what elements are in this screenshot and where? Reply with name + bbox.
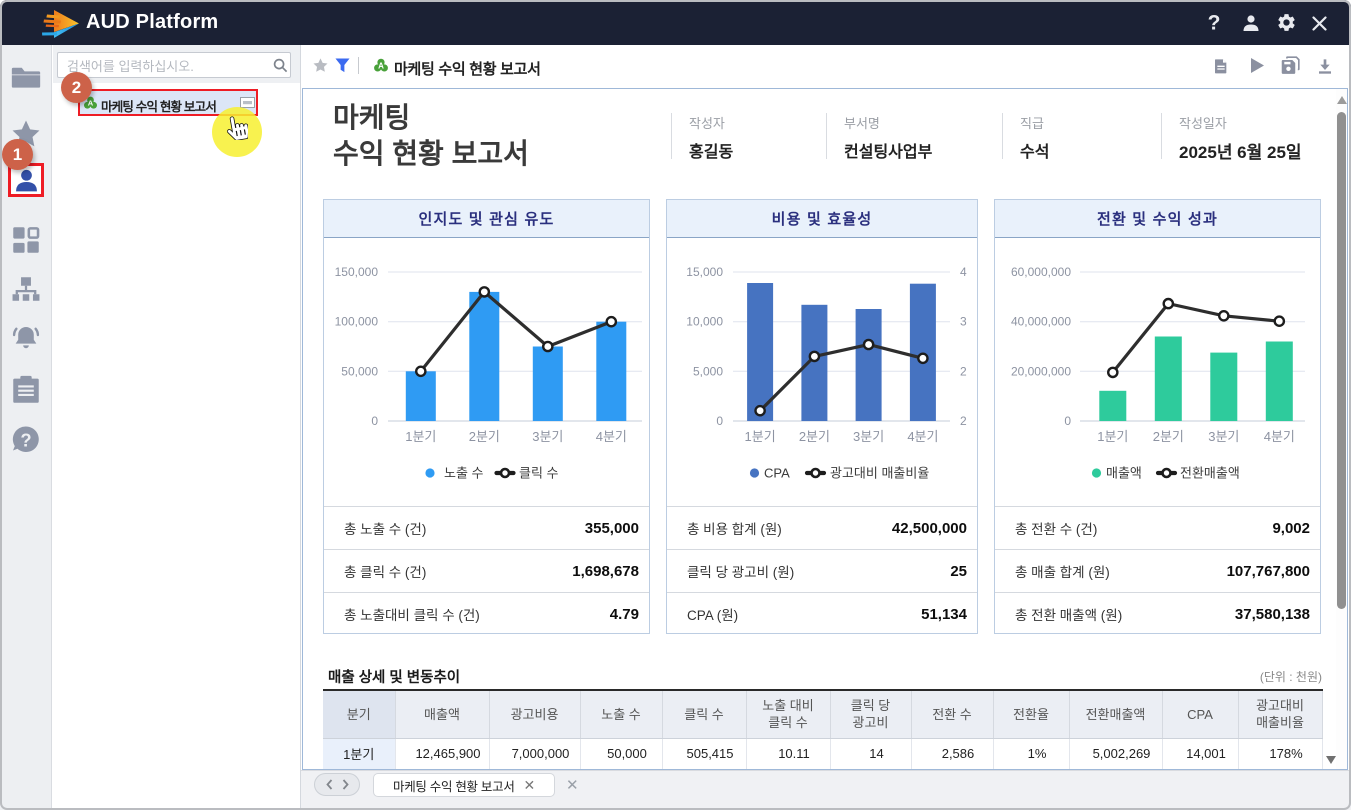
svg-text:2: 2 [960, 364, 967, 378]
svg-text:4분기: 4분기 [1264, 429, 1295, 444]
svg-text:노출 수: 노출 수 [444, 466, 484, 481]
svg-text:클릭 수: 클릭 수 [519, 466, 559, 481]
svg-text:0: 0 [1064, 414, 1071, 428]
svg-text:3: 3 [960, 315, 967, 329]
svg-text:150,000: 150,000 [335, 265, 379, 279]
svg-text:?: ? [1208, 12, 1221, 34]
svg-text:CPA: CPA [764, 466, 790, 481]
svg-text:4분기: 4분기 [907, 429, 938, 444]
svg-text:2분기: 2분기 [1153, 429, 1184, 444]
svg-text:5,000: 5,000 [693, 364, 723, 378]
svg-text:50,000: 50,000 [341, 364, 378, 378]
svg-text:?: ? [20, 429, 31, 450]
svg-text:0: 0 [716, 414, 723, 428]
svg-text:2분기: 2분기 [469, 429, 500, 444]
svg-text:3분기: 3분기 [532, 429, 563, 444]
svg-text:2분기: 2분기 [799, 429, 830, 444]
svg-text:40,000,000: 40,000,000 [1011, 315, 1071, 329]
svg-text:3분기: 3분기 [1208, 429, 1239, 444]
svg-text:A: A [88, 99, 94, 108]
svg-text:3분기: 3분기 [853, 429, 884, 444]
svg-text:20,000,000: 20,000,000 [1011, 364, 1071, 378]
svg-text:60,000,000: 60,000,000 [1011, 265, 1071, 279]
svg-text:2: 2 [960, 414, 967, 428]
svg-text:1분기: 1분기 [1097, 429, 1128, 444]
svg-text:100,000: 100,000 [335, 315, 379, 329]
svg-text:4분기: 4분기 [596, 429, 627, 444]
svg-text:전환매출액: 전환매출액 [1180, 466, 1240, 481]
svg-text:1분기: 1분기 [745, 429, 776, 444]
svg-text:10,000: 10,000 [686, 315, 723, 329]
svg-text:매출액: 매출액 [1106, 466, 1142, 481]
svg-text:A: A [378, 61, 384, 70]
svg-text:0: 0 [371, 414, 378, 428]
svg-text:1분기: 1분기 [405, 429, 436, 444]
svg-text:15,000: 15,000 [686, 265, 723, 279]
svg-text:4: 4 [960, 265, 967, 279]
svg-text:광고대비 매출비율: 광고대비 매출비율 [830, 466, 929, 481]
